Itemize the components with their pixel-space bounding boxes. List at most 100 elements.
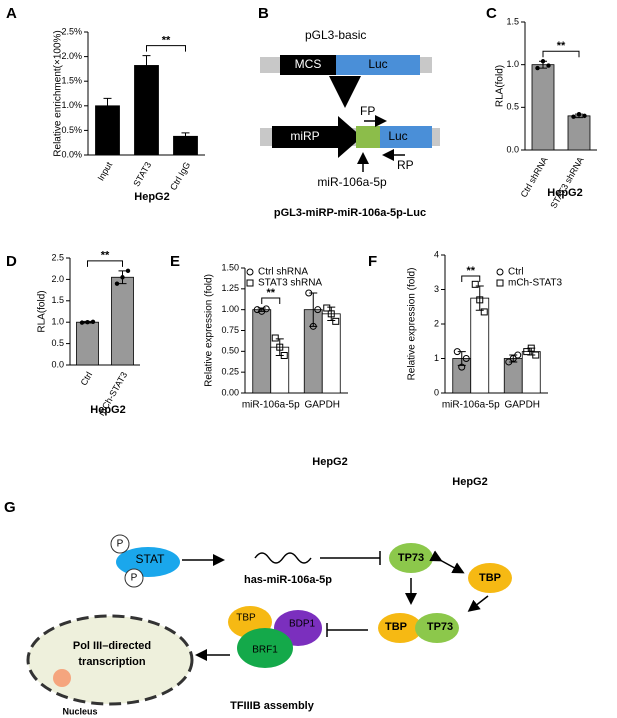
significance-label: ** <box>466 265 475 277</box>
luc-box <box>380 126 432 148</box>
y-tick-label: 1.00 <box>221 304 239 314</box>
data-point <box>90 319 96 324</box>
tbp-label: TBP <box>236 613 256 624</box>
data-point <box>120 275 125 280</box>
diagram-b: B pGL3-basic MCS Luc miRP Luc FP RP miR-… <box>258 5 440 219</box>
bar <box>111 276 134 366</box>
data-point <box>114 281 120 286</box>
luc-label: Luc <box>368 57 387 71</box>
significance-label: ** <box>266 287 275 299</box>
data-point <box>280 352 288 359</box>
data-point <box>276 343 284 351</box>
data-point <box>462 355 470 362</box>
y-tick-label: 1.5% <box>61 76 82 86</box>
y-tick-label: 0.50 <box>221 346 239 356</box>
data-point <box>327 310 335 318</box>
y-tick-label: 0.0% <box>61 149 82 159</box>
luc-label: Luc <box>388 129 407 143</box>
data-point <box>305 289 313 297</box>
y-tick-label: 1 <box>434 353 439 363</box>
caption: HepG2 <box>134 191 169 203</box>
caption: HepG2 <box>547 187 582 199</box>
mirna-wave <box>254 552 312 564</box>
significance-bracket <box>261 297 281 304</box>
data-point <box>262 305 270 313</box>
bar-chart: C RLA(fold) HepG2 0.0 0.5 1.0 1.5 Ctrl shRNASTA… <box>486 5 597 210</box>
mirna-label: miR-106a-5p <box>317 175 387 189</box>
tbp-protein <box>468 563 512 593</box>
x-tick-label: Ctrl shRNA <box>519 155 550 199</box>
bar <box>76 321 99 366</box>
panel-label: F <box>368 253 377 270</box>
data-point <box>546 63 551 68</box>
caption: HepG2 <box>452 476 487 488</box>
data-point <box>85 320 90 325</box>
x-tick-label: miR-106a-5p <box>242 400 300 411</box>
brf1-label: BRF1 <box>252 645 278 656</box>
y-tick-label: 0.5 <box>506 102 519 112</box>
bar <box>95 105 120 156</box>
mcs-box <box>280 55 336 75</box>
nucleus-label: Nucleus <box>62 706 97 716</box>
mirp-label: miRP <box>290 129 319 143</box>
significance-label: ** <box>557 40 566 52</box>
caption: HepG2 <box>90 404 125 416</box>
transcription-label: transcription <box>78 656 146 668</box>
bar <box>470 297 490 394</box>
significance-label: ** <box>101 250 110 262</box>
bar-chart: F Relative expression (fold) HepG2 0 1 2 3 4 miR… <box>368 249 563 488</box>
y-axis-label: Relative expression (fold) <box>407 268 418 381</box>
stat-label: STAT <box>136 552 166 566</box>
bar <box>503 358 523 394</box>
data-point <box>480 308 488 316</box>
panel-label: G <box>4 499 16 516</box>
luc-box <box>336 55 420 75</box>
error-bar <box>275 338 284 356</box>
legend-label: Ctrl shRNA <box>258 267 308 278</box>
mcs-label: MCS <box>295 57 322 71</box>
bar <box>531 64 555 151</box>
x-tick-label: Ctrl IgG <box>168 160 192 192</box>
data-point <box>571 114 576 119</box>
p-label: P <box>131 573 138 584</box>
panel-label: A <box>6 5 17 22</box>
panel-label: D <box>6 253 17 270</box>
data-point <box>309 322 317 330</box>
y-tick-label: 0.00 <box>221 387 239 397</box>
data-point <box>540 59 546 64</box>
y-axis-label: Relative expression (fold) <box>204 274 215 387</box>
mirp-arrow <box>272 116 362 158</box>
error-bar <box>181 132 190 137</box>
y-tick-label: 1.25 <box>221 283 239 293</box>
data-point <box>253 306 261 314</box>
tbp-label: TBP <box>385 621 407 633</box>
y-tick-label: 1.0% <box>61 100 82 110</box>
y-tick-label: 0.5% <box>61 125 82 135</box>
data-point <box>476 296 484 304</box>
data-point <box>314 306 322 314</box>
bar <box>134 65 159 156</box>
rp-label: RP <box>397 158 414 172</box>
fp-label: FP <box>360 104 375 118</box>
y-tick-label: 2.0 <box>51 274 64 284</box>
data-point <box>458 363 466 371</box>
data-point <box>532 351 540 359</box>
legend-label: mCh-STAT3 <box>508 278 563 289</box>
data-point <box>271 334 279 342</box>
tp73-protein <box>389 543 433 573</box>
significance-bracket <box>461 275 481 283</box>
panel-label: E <box>170 253 180 270</box>
y-tick-label: 0 <box>434 387 439 397</box>
bar <box>567 115 591 151</box>
data-point <box>509 355 517 362</box>
tp73-label: TP73 <box>398 552 424 564</box>
data-point <box>79 320 85 325</box>
bar <box>321 313 341 394</box>
y-tick-label: 2.0% <box>61 51 82 61</box>
data-point <box>527 344 535 352</box>
y-tick-label: 0.75 <box>221 325 239 335</box>
p-label: P <box>117 539 124 550</box>
tp73-label: TP73 <box>427 621 453 633</box>
